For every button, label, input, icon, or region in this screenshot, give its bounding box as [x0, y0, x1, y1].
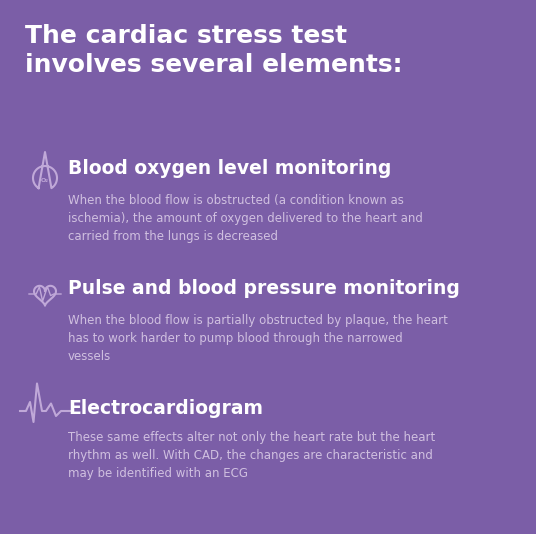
Text: The cardiac stress test
involves several elements:: The cardiac stress test involves several…	[25, 24, 403, 77]
Text: When the blood flow is partially obstructed by plaque, the heart
has to work har: When the blood flow is partially obstruc…	[68, 314, 448, 363]
Text: O₂: O₂	[41, 177, 49, 183]
Text: Electrocardiogram: Electrocardiogram	[68, 398, 263, 418]
Text: Pulse and blood pressure monitoring: Pulse and blood pressure monitoring	[68, 279, 460, 299]
Text: Blood oxygen level monitoring: Blood oxygen level monitoring	[68, 160, 391, 178]
Text: When the blood flow is obstructed (a condition known as
ischemia), the amount of: When the blood flow is obstructed (a con…	[68, 194, 423, 243]
Text: These same effects alter not only the heart rate but the heart
rhythm as well. W: These same effects alter not only the he…	[68, 431, 435, 480]
